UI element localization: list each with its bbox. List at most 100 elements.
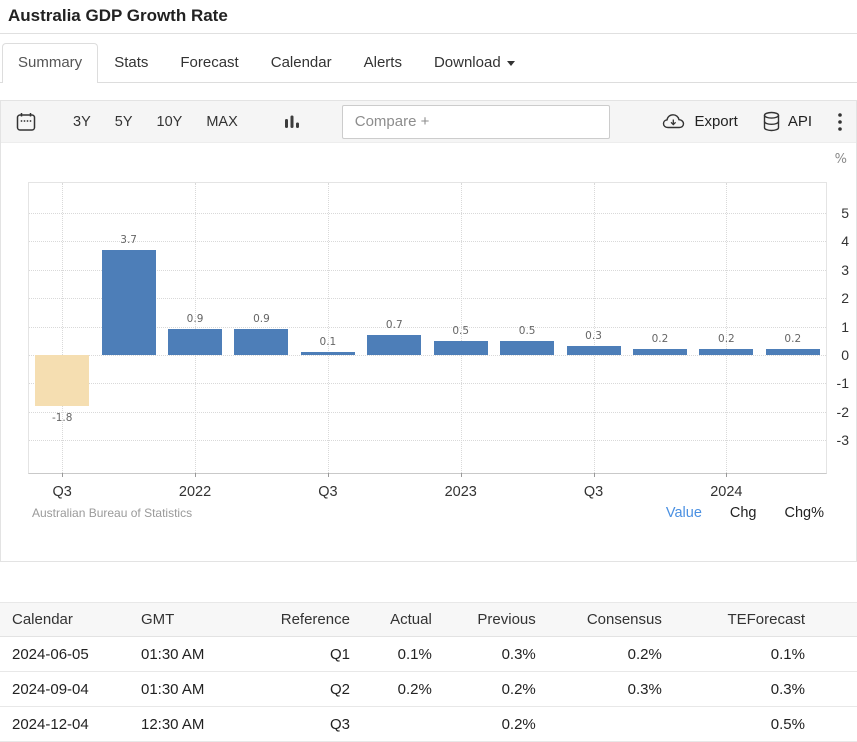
- mode-value[interactable]: Value: [665, 505, 702, 521]
- range-button-5y[interactable]: 5Y: [114, 113, 133, 130]
- tab-forecast[interactable]: Forecast: [164, 43, 254, 82]
- x-axis-tick: [460, 473, 462, 477]
- api-button[interactable]: API: [754, 107, 820, 136]
- mode-chgpct[interactable]: Chg%: [784, 505, 825, 521]
- table-cell: 0.3%: [671, 671, 857, 707]
- y-axis-unit-label: %: [834, 152, 847, 167]
- range-button-group: 3Y 5Y 10Y MAX: [73, 114, 238, 130]
- column-header-reference: Reference: [241, 602, 360, 637]
- x-axis-tick-label: Q3: [52, 484, 72, 500]
- column-header-consensus: Consensus: [545, 602, 672, 637]
- tab-bar: Summary Stats Forecast Calendar Alerts Downlo…: [0, 34, 857, 83]
- y-axis-tick-label: 4: [841, 233, 849, 250]
- chart-footer: Australian Bureau of Statistics Value Chg…: [32, 505, 824, 521]
- chevron-down-icon: [506, 61, 515, 66]
- column-header-actual: Actual: [359, 602, 442, 637]
- bar-value-label: -1.8: [51, 412, 73, 425]
- gridline-vertical: [327, 183, 329, 473]
- toolbar-right: Export API: [654, 107, 844, 136]
- bar-value-label: 0.7: [385, 319, 403, 332]
- tab-summary[interactable]: Summary: [2, 43, 99, 83]
- y-axis-tick-label: 0: [841, 347, 849, 363]
- page-title: Australia GDP Growth Rate: [8, 6, 228, 25]
- table-cell: [545, 706, 672, 742]
- bar-value-label: 0.1: [319, 336, 337, 349]
- x-axis-tick-label: Q3: [318, 484, 338, 500]
- x-axis-tick: [726, 473, 728, 477]
- tab-alerts[interactable]: Alerts: [348, 43, 418, 82]
- bar-value-label: 0.3: [585, 330, 602, 343]
- kebab-menu-icon[interactable]: [836, 111, 844, 133]
- chart-widget: 3Y 5Y 10Y MAX: [0, 100, 857, 562]
- bar-5[interactable]: [367, 335, 422, 355]
- bar-value-label: 0.2: [718, 333, 735, 346]
- range-button-max[interactable]: MAX: [206, 113, 238, 130]
- table-cell: 01:30 AM: [130, 636, 242, 672]
- bar-value-label: 0.5: [518, 324, 536, 337]
- gridline-vertical: [593, 183, 595, 473]
- bar-11[interactable]: [765, 349, 820, 355]
- bar-value-label: 0.9: [186, 313, 204, 326]
- table-cell: 2024-09-04: [0, 671, 131, 707]
- tab-label: Alerts: [363, 54, 402, 71]
- plot-area[interactable]: -1.8 3.7 0.9 0.9 0.1 0.7 0.5 0.5 0.3 0.2 0.2 0.2: [28, 182, 827, 477]
- export-button[interactable]: Export: [654, 109, 745, 135]
- column-header-teforecast: TEForecast: [671, 602, 857, 637]
- mode-chg[interactable]: Chg: [729, 505, 757, 521]
- table-cell: 0.5%: [671, 706, 857, 742]
- bar-9[interactable]: [632, 349, 687, 355]
- table-cell: [359, 706, 442, 742]
- table-cell: 0.2%: [545, 636, 672, 672]
- gridline-vertical: [726, 183, 728, 473]
- chart-area[interactable]: % -1.8 3.7 0.9 0.9 0.1 0.7 0.5 0.5 0.3 0.2 0.2 0.2 …: [1, 143, 856, 561]
- bar-value-label: 3.7: [120, 233, 137, 246]
- y-axis-tick-label: -1: [836, 375, 849, 392]
- gridline-horizontal: [29, 212, 826, 214]
- bar-6[interactable]: [433, 340, 488, 355]
- tab-calendar[interactable]: Calendar: [255, 43, 348, 82]
- column-header-calendar: Calendar: [0, 602, 131, 637]
- table-cell: Q3: [241, 706, 360, 742]
- bar-0[interactable]: [35, 355, 90, 407]
- x-axis-tick-label: 2024: [710, 484, 743, 500]
- tab-label: Summary: [18, 54, 83, 71]
- gridline-horizontal: [29, 269, 826, 271]
- bar-chart-icon[interactable]: [280, 110, 304, 134]
- cloud-download-icon: [662, 113, 687, 131]
- table-cell: 0.2%: [359, 671, 442, 707]
- table-header-row: Calendar GMT Reference Actual Previous Consen…: [0, 602, 857, 637]
- table-row: 2024-12-04 12:30 AM Q3 0.2% 0.5%: [0, 706, 857, 742]
- gridline-horizontal: [29, 355, 826, 356]
- table-cell: Q1: [241, 636, 360, 672]
- calendar-table-section: Calendar GMT Reference Actual Previous Consen…: [0, 602, 857, 742]
- table-cell: 2024-06-05: [0, 636, 131, 672]
- export-label: Export: [694, 113, 738, 130]
- table-cell: 01:30 AM: [130, 671, 242, 707]
- table-row: 2024-06-05 01:30 AM Q1 0.1% 0.3% 0.2% 0.1%: [0, 636, 857, 672]
- x-axis-tick: [327, 473, 329, 477]
- calendar-icon[interactable]: [13, 109, 39, 135]
- gridline-horizontal: [29, 241, 826, 243]
- database-icon: [762, 111, 781, 132]
- y-axis-tick-label: 5: [841, 204, 849, 221]
- range-button-3y[interactable]: 3Y: [73, 113, 91, 130]
- bar-4[interactable]: [300, 352, 355, 355]
- bar-2[interactable]: [168, 329, 223, 355]
- tab-stats[interactable]: Stats: [98, 43, 164, 82]
- bar-7[interactable]: [500, 340, 555, 355]
- bar-1[interactable]: [101, 249, 156, 355]
- table-cell: 0.3%: [441, 636, 546, 672]
- x-axis-tick: [593, 473, 595, 477]
- gridline-horizontal: [29, 440, 826, 442]
- compare-input[interactable]: [341, 104, 610, 139]
- tab-download[interactable]: Download: [418, 43, 531, 82]
- bar-10[interactable]: [699, 349, 754, 355]
- bar-3[interactable]: [234, 329, 289, 355]
- range-button-10y[interactable]: 10Y: [156, 113, 183, 130]
- x-axis-tick-label: 2022: [178, 484, 212, 500]
- gridline-horizontal: [29, 326, 826, 328]
- y-axis-tick-label: 1: [841, 318, 849, 335]
- y-axis-tick-label: 3: [841, 261, 849, 278]
- gridline-horizontal: [29, 298, 826, 300]
- bar-8[interactable]: [566, 346, 621, 355]
